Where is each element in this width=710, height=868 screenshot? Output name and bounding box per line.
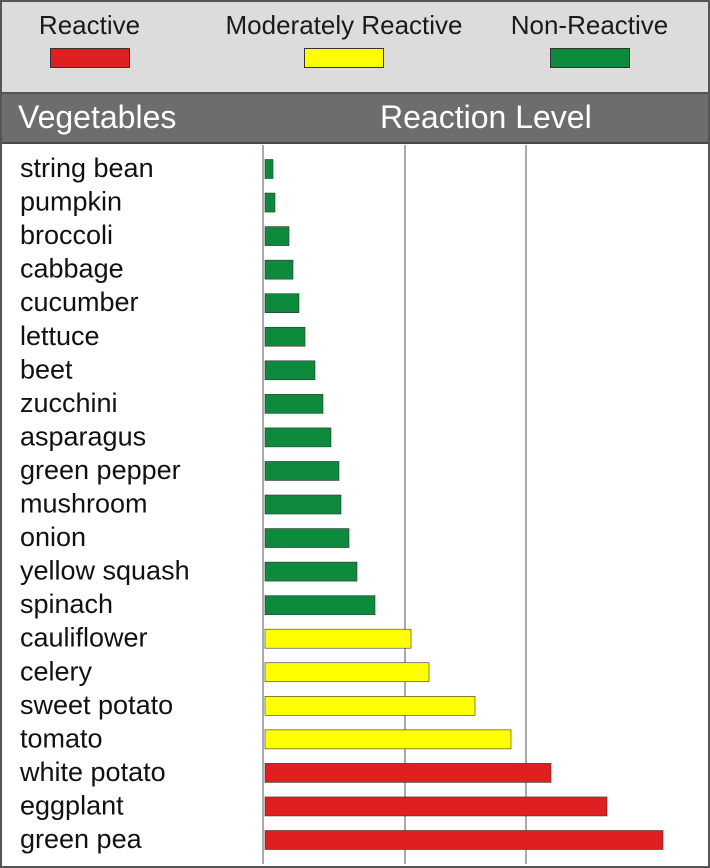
category-label: green pepper xyxy=(20,455,181,485)
bar xyxy=(264,293,300,314)
category-label: cabbage xyxy=(20,254,124,284)
category-label: white potato xyxy=(19,757,166,787)
category-label: zucchini xyxy=(20,388,118,418)
bar xyxy=(264,461,340,481)
bar xyxy=(264,259,294,280)
category-label: mushroom xyxy=(20,489,148,519)
bar xyxy=(264,763,552,783)
bar xyxy=(264,494,342,515)
bar xyxy=(264,628,412,649)
category-label: eggplant xyxy=(20,790,124,820)
legend-label-nonreactive: Non-Reactive xyxy=(510,10,669,40)
category-label: beet xyxy=(20,354,73,384)
bar xyxy=(264,226,290,246)
category-label: spinach xyxy=(20,589,113,619)
category-label: cauliflower xyxy=(20,623,148,653)
bar xyxy=(264,796,608,817)
legend-label-reactive: Reactive xyxy=(38,10,141,40)
bar xyxy=(264,695,476,716)
category-label: pumpkin xyxy=(20,187,122,217)
bar xyxy=(264,830,664,850)
legend-swatch-reactive xyxy=(49,48,130,68)
category-label: asparagus xyxy=(20,421,146,451)
bar xyxy=(264,394,324,414)
category-label: cucumber xyxy=(20,287,139,317)
header-vegetables: Vegetables xyxy=(18,99,177,135)
category-label: lettuce xyxy=(20,321,100,351)
legend: Reactive Moderately Reactive Non-Reactiv… xyxy=(2,2,708,94)
header-reaction-level: Reaction Level xyxy=(380,99,592,135)
bar xyxy=(264,729,512,750)
legend-label-moderate: Moderately Reactive xyxy=(225,10,463,40)
bar xyxy=(264,192,276,213)
legend-item-nonreactive: Non-Reactive xyxy=(502,10,677,68)
table-header: Vegetables Reaction Level xyxy=(2,94,708,144)
bar xyxy=(264,427,332,448)
bar xyxy=(264,595,376,615)
bar xyxy=(264,159,274,179)
category-label: sweet potato xyxy=(20,690,173,720)
category-label: onion xyxy=(20,522,86,552)
bar xyxy=(264,662,430,683)
category-label: celery xyxy=(20,656,93,686)
category-label: green pea xyxy=(20,824,143,854)
bar xyxy=(264,326,306,347)
legend-item-reactive: Reactive xyxy=(32,10,147,68)
bar xyxy=(264,561,358,582)
bar xyxy=(264,528,350,548)
legend-swatch-moderate xyxy=(304,48,384,68)
category-label: yellow squash xyxy=(20,556,190,586)
category-label: broccoli xyxy=(20,220,113,250)
bar xyxy=(264,360,316,381)
legend-swatch-nonreactive xyxy=(549,48,630,68)
legend-item-moderate: Moderately Reactive xyxy=(214,10,474,68)
category-label: string bean xyxy=(20,153,154,183)
category-label: tomato xyxy=(20,723,103,753)
